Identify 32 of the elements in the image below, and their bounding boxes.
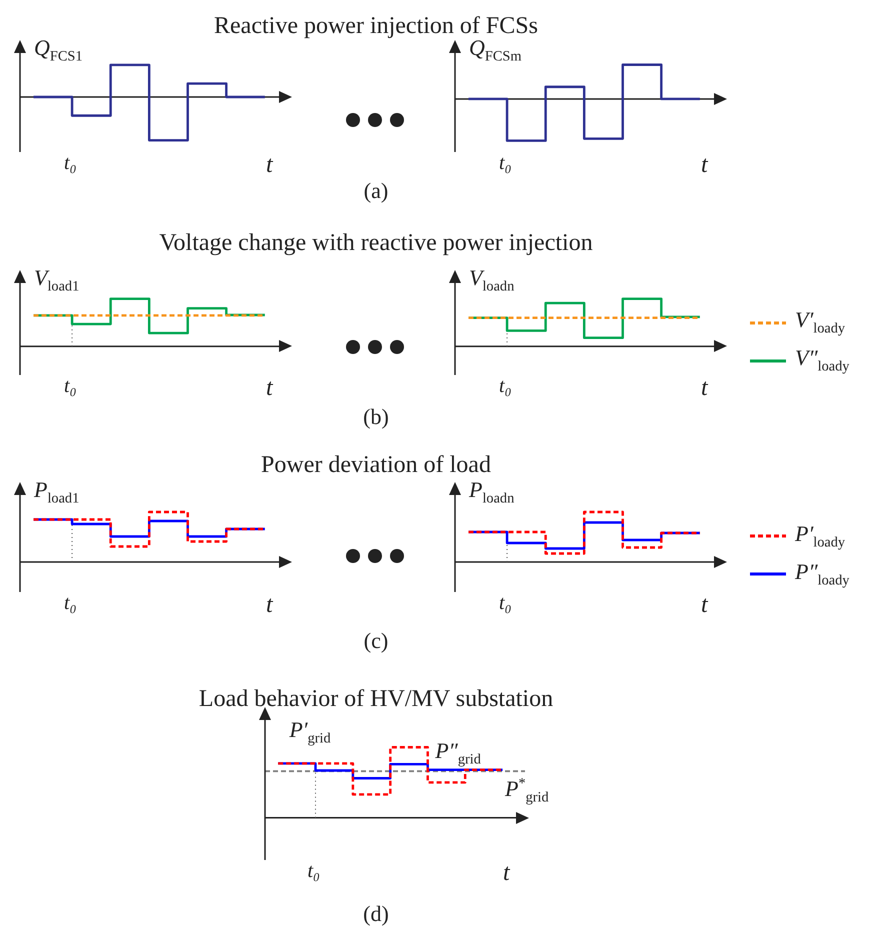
text: t₀ [64, 592, 77, 614]
text: t₀ [64, 152, 77, 174]
series-label: P′$_{grid}$ [289, 717, 331, 747]
text: t₀ [499, 152, 512, 174]
x-axis-title: t [701, 152, 708, 178]
text: (c) [364, 628, 388, 653]
text: (b) [363, 404, 389, 429]
text: Voltage change with reactive power injection [159, 230, 593, 256]
y-axis-title: P$_{load1}$ [34, 477, 80, 506]
y-axis-title: V$_{load1}$ [34, 265, 80, 294]
x-axis-title: t [503, 860, 510, 886]
legend-label: P′$_{loady}$ [795, 520, 846, 552]
text: Power deviation of load [261, 452, 491, 478]
text: (a) [364, 178, 388, 203]
x-axis-title: t [701, 592, 708, 618]
x-axis-title: t [266, 375, 273, 401]
chart-title: Load behavior of HV/MV substation [198, 686, 554, 712]
legend-label: P″$_{loady}$ [795, 558, 850, 590]
x-axis-title: t [701, 375, 708, 401]
text: t₀ [308, 860, 320, 882]
legend-label: V′$_{loady}$ [795, 307, 846, 338]
x-axis-title: t [266, 152, 273, 178]
series-label: P″$_{grid}$ [435, 738, 481, 768]
y-axis-title: P$_{loadn}$ [469, 477, 514, 506]
text: t₀ [64, 375, 77, 397]
legend-label: V″$_{loady}$ [795, 345, 850, 376]
y-axis-title: V$_{loadn}$ [469, 265, 514, 294]
y-axis-title: Q$_{FCS1}$ [34, 35, 82, 64]
text: t₀ [499, 592, 512, 614]
x-axis-title: t [266, 592, 273, 618]
text: (d) [363, 901, 389, 926]
text: t₀ [499, 375, 512, 397]
